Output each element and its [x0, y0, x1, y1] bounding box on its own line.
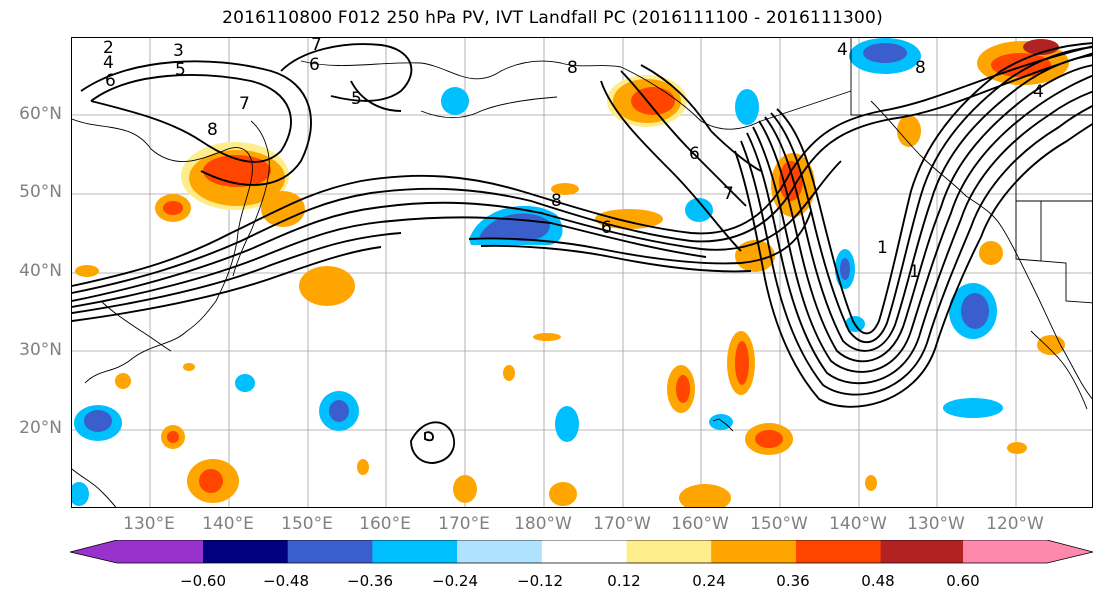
pv-contours	[72, 42, 1092, 464]
colorbar-tick: −0.24	[432, 572, 478, 590]
lon-label-160e: 160°E	[359, 514, 411, 534]
colorbar-tick: −0.36	[347, 572, 393, 590]
contour-label-4: 4	[103, 53, 114, 73]
contour-label-8: 8	[207, 120, 218, 140]
lon-label-130w: 130°W	[907, 514, 965, 534]
colorbar-segment	[541, 540, 627, 563]
lat-label-20n: 20°N	[19, 418, 62, 438]
colorbar-segment	[626, 540, 712, 563]
colorbar-tick: 0.36	[776, 572, 810, 590]
colorbar-segment	[203, 540, 289, 563]
lon-label-160w: 160°W	[671, 514, 729, 534]
colorbar-tick: −0.48	[263, 572, 309, 590]
map-canvas: 2 3 4 5 6 7 8 7 5 6 8 8 6 6 7 4 8 4 1 1	[72, 38, 1092, 507]
lat-label-30n: 30°N	[19, 340, 62, 360]
contour-label-7b: 7	[311, 38, 322, 55]
colorbar-segments	[70, 540, 1093, 563]
contour-label-6d: 6	[689, 144, 700, 164]
contour-label-8c: 8	[551, 191, 562, 211]
lon-label-150e: 150°E	[281, 514, 333, 534]
lon-label-140w: 140°W	[829, 514, 887, 534]
contour-label-2: 2	[103, 38, 114, 58]
contour-label-7: 7	[239, 94, 250, 114]
lon-label-180w: 180°W	[514, 514, 572, 534]
contour-label-6: 6	[105, 71, 116, 91]
pv-negative-patches	[72, 38, 1003, 506]
contour-label-6b: 6	[309, 55, 320, 75]
contour-label-8b: 8	[567, 58, 578, 78]
map-panel: 2 3 4 5 6 7 8 7 5 6 8 8 6 6 7 4 8 4 1 1	[71, 37, 1093, 508]
map-title: 2016110800 F012 250 hPa PV, IVT Landfall…	[222, 8, 883, 28]
contour-label-4b: 4	[837, 40, 848, 60]
colorbar-tick: 0.48	[861, 572, 895, 590]
colorbar-segment	[880, 540, 966, 563]
contour-label-4c: 4	[1033, 82, 1044, 102]
lon-label-130e: 130°E	[123, 514, 175, 534]
lon-label-150w: 150°W	[750, 514, 808, 534]
colorbar	[70, 540, 1094, 564]
colorbar-tick: −0.12	[517, 572, 563, 590]
contour-label-5b: 5	[351, 89, 362, 109]
contour-label-1b: 1	[909, 262, 920, 282]
lat-label-40n: 40°N	[19, 261, 62, 281]
colorbar-segment	[287, 540, 373, 563]
colorbar-segment	[457, 540, 543, 563]
lat-label-50n: 50°N	[19, 182, 62, 202]
lon-label-170e: 170°E	[438, 514, 490, 534]
coastlines	[72, 38, 1092, 507]
lat-label-60n: 60°N	[19, 104, 62, 124]
contour-label-7c: 7	[723, 184, 734, 204]
lon-label-140e: 140°E	[202, 514, 254, 534]
lon-label-120w: 120°W	[986, 514, 1044, 534]
contour-label-6c: 6	[601, 218, 612, 238]
colorbar-segment	[963, 540, 1093, 563]
lon-label-170w: 170°W	[593, 514, 651, 534]
pv-positive-patches	[75, 39, 1069, 507]
contour-label-3: 3	[173, 41, 184, 61]
colorbar-segment	[795, 540, 882, 563]
colorbar-segment	[70, 540, 203, 563]
colorbar-tick: 0.60	[946, 572, 980, 590]
colorbar-tick: 0.12	[607, 572, 641, 590]
colorbar-tick: −0.60	[180, 572, 226, 590]
contour-label-8d: 8	[915, 58, 926, 78]
contour-label-1: 1	[877, 238, 888, 258]
contour-label-5: 5	[175, 60, 186, 80]
colorbar-segment	[711, 540, 797, 563]
colorbar-segment	[372, 540, 458, 563]
colorbar-tick: 0.24	[692, 572, 726, 590]
